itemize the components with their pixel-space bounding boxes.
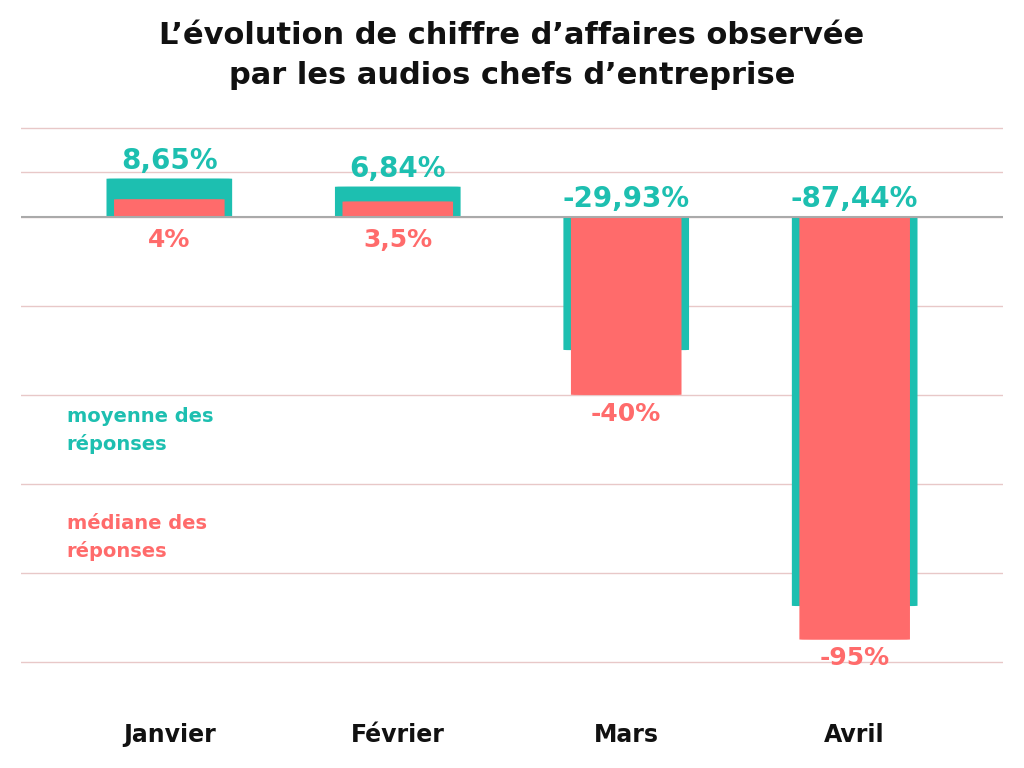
FancyBboxPatch shape <box>792 217 918 606</box>
Text: 8,65%: 8,65% <box>121 147 218 175</box>
FancyBboxPatch shape <box>563 217 689 350</box>
Text: 6,84%: 6,84% <box>349 155 446 183</box>
Text: -87,44%: -87,44% <box>791 184 919 213</box>
FancyBboxPatch shape <box>106 178 232 217</box>
Title: L’évolution de chiffre d’affaires observée
par les audios chefs d’entreprise: L’évolution de chiffre d’affaires observ… <box>160 21 864 91</box>
FancyBboxPatch shape <box>114 199 224 217</box>
Text: médiane des
réponses: médiane des réponses <box>67 514 207 561</box>
FancyBboxPatch shape <box>800 217 910 640</box>
FancyBboxPatch shape <box>335 187 461 217</box>
Text: moyenne des
réponses: moyenne des réponses <box>67 407 213 454</box>
Text: -95%: -95% <box>819 647 890 670</box>
FancyBboxPatch shape <box>571 217 682 395</box>
Text: -29,93%: -29,93% <box>562 184 690 213</box>
Text: -40%: -40% <box>591 402 662 425</box>
Text: 3,5%: 3,5% <box>364 228 432 252</box>
FancyBboxPatch shape <box>342 201 453 217</box>
Text: 4%: 4% <box>148 228 190 252</box>
